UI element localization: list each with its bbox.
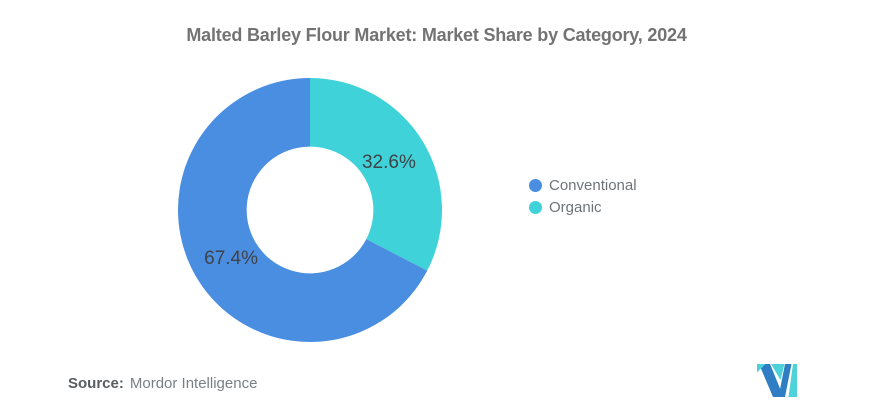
logo-right-bar — [788, 364, 797, 397]
chart-title: Malted Barley Flour Market: Market Share… — [186, 25, 687, 45]
donut-chart: 32.6% 67.4% — [170, 70, 450, 350]
donut-slice-conventional[interactable] — [178, 77, 428, 342]
logo-middle-triangle — [771, 364, 785, 380]
legend-item-conventional[interactable]: Conventional — [529, 176, 637, 195]
mordor-intelligence-logo[interactable] — [757, 364, 797, 397]
donut-chart-svg: 32.6% 67.4% — [178, 77, 443, 342]
chart-legend: Conventional Organic — [529, 176, 637, 217]
logo-corner-triangle — [757, 364, 766, 373]
legend-label-conventional: Conventional — [549, 177, 637, 194]
slice-label-conventional: 67.4% — [204, 248, 258, 269]
logo-left-stroke — [759, 364, 784, 397]
legend-item-organic[interactable]: Organic — [529, 198, 637, 217]
source-label: Source: — [68, 375, 124, 392]
donut-slice-organic[interactable] — [310, 78, 443, 271]
source-text: Mordor Intelligence — [129, 375, 258, 392]
source-line: Source: Mordor Intelligence — [68, 375, 257, 392]
legend-label-organic: Organic — [549, 199, 602, 216]
logo-right-stroke — [778, 364, 792, 397]
legend-swatch-organic — [529, 201, 542, 214]
slice-label-organic: 32.6% — [362, 152, 416, 173]
legend-swatch-conventional — [529, 179, 542, 192]
